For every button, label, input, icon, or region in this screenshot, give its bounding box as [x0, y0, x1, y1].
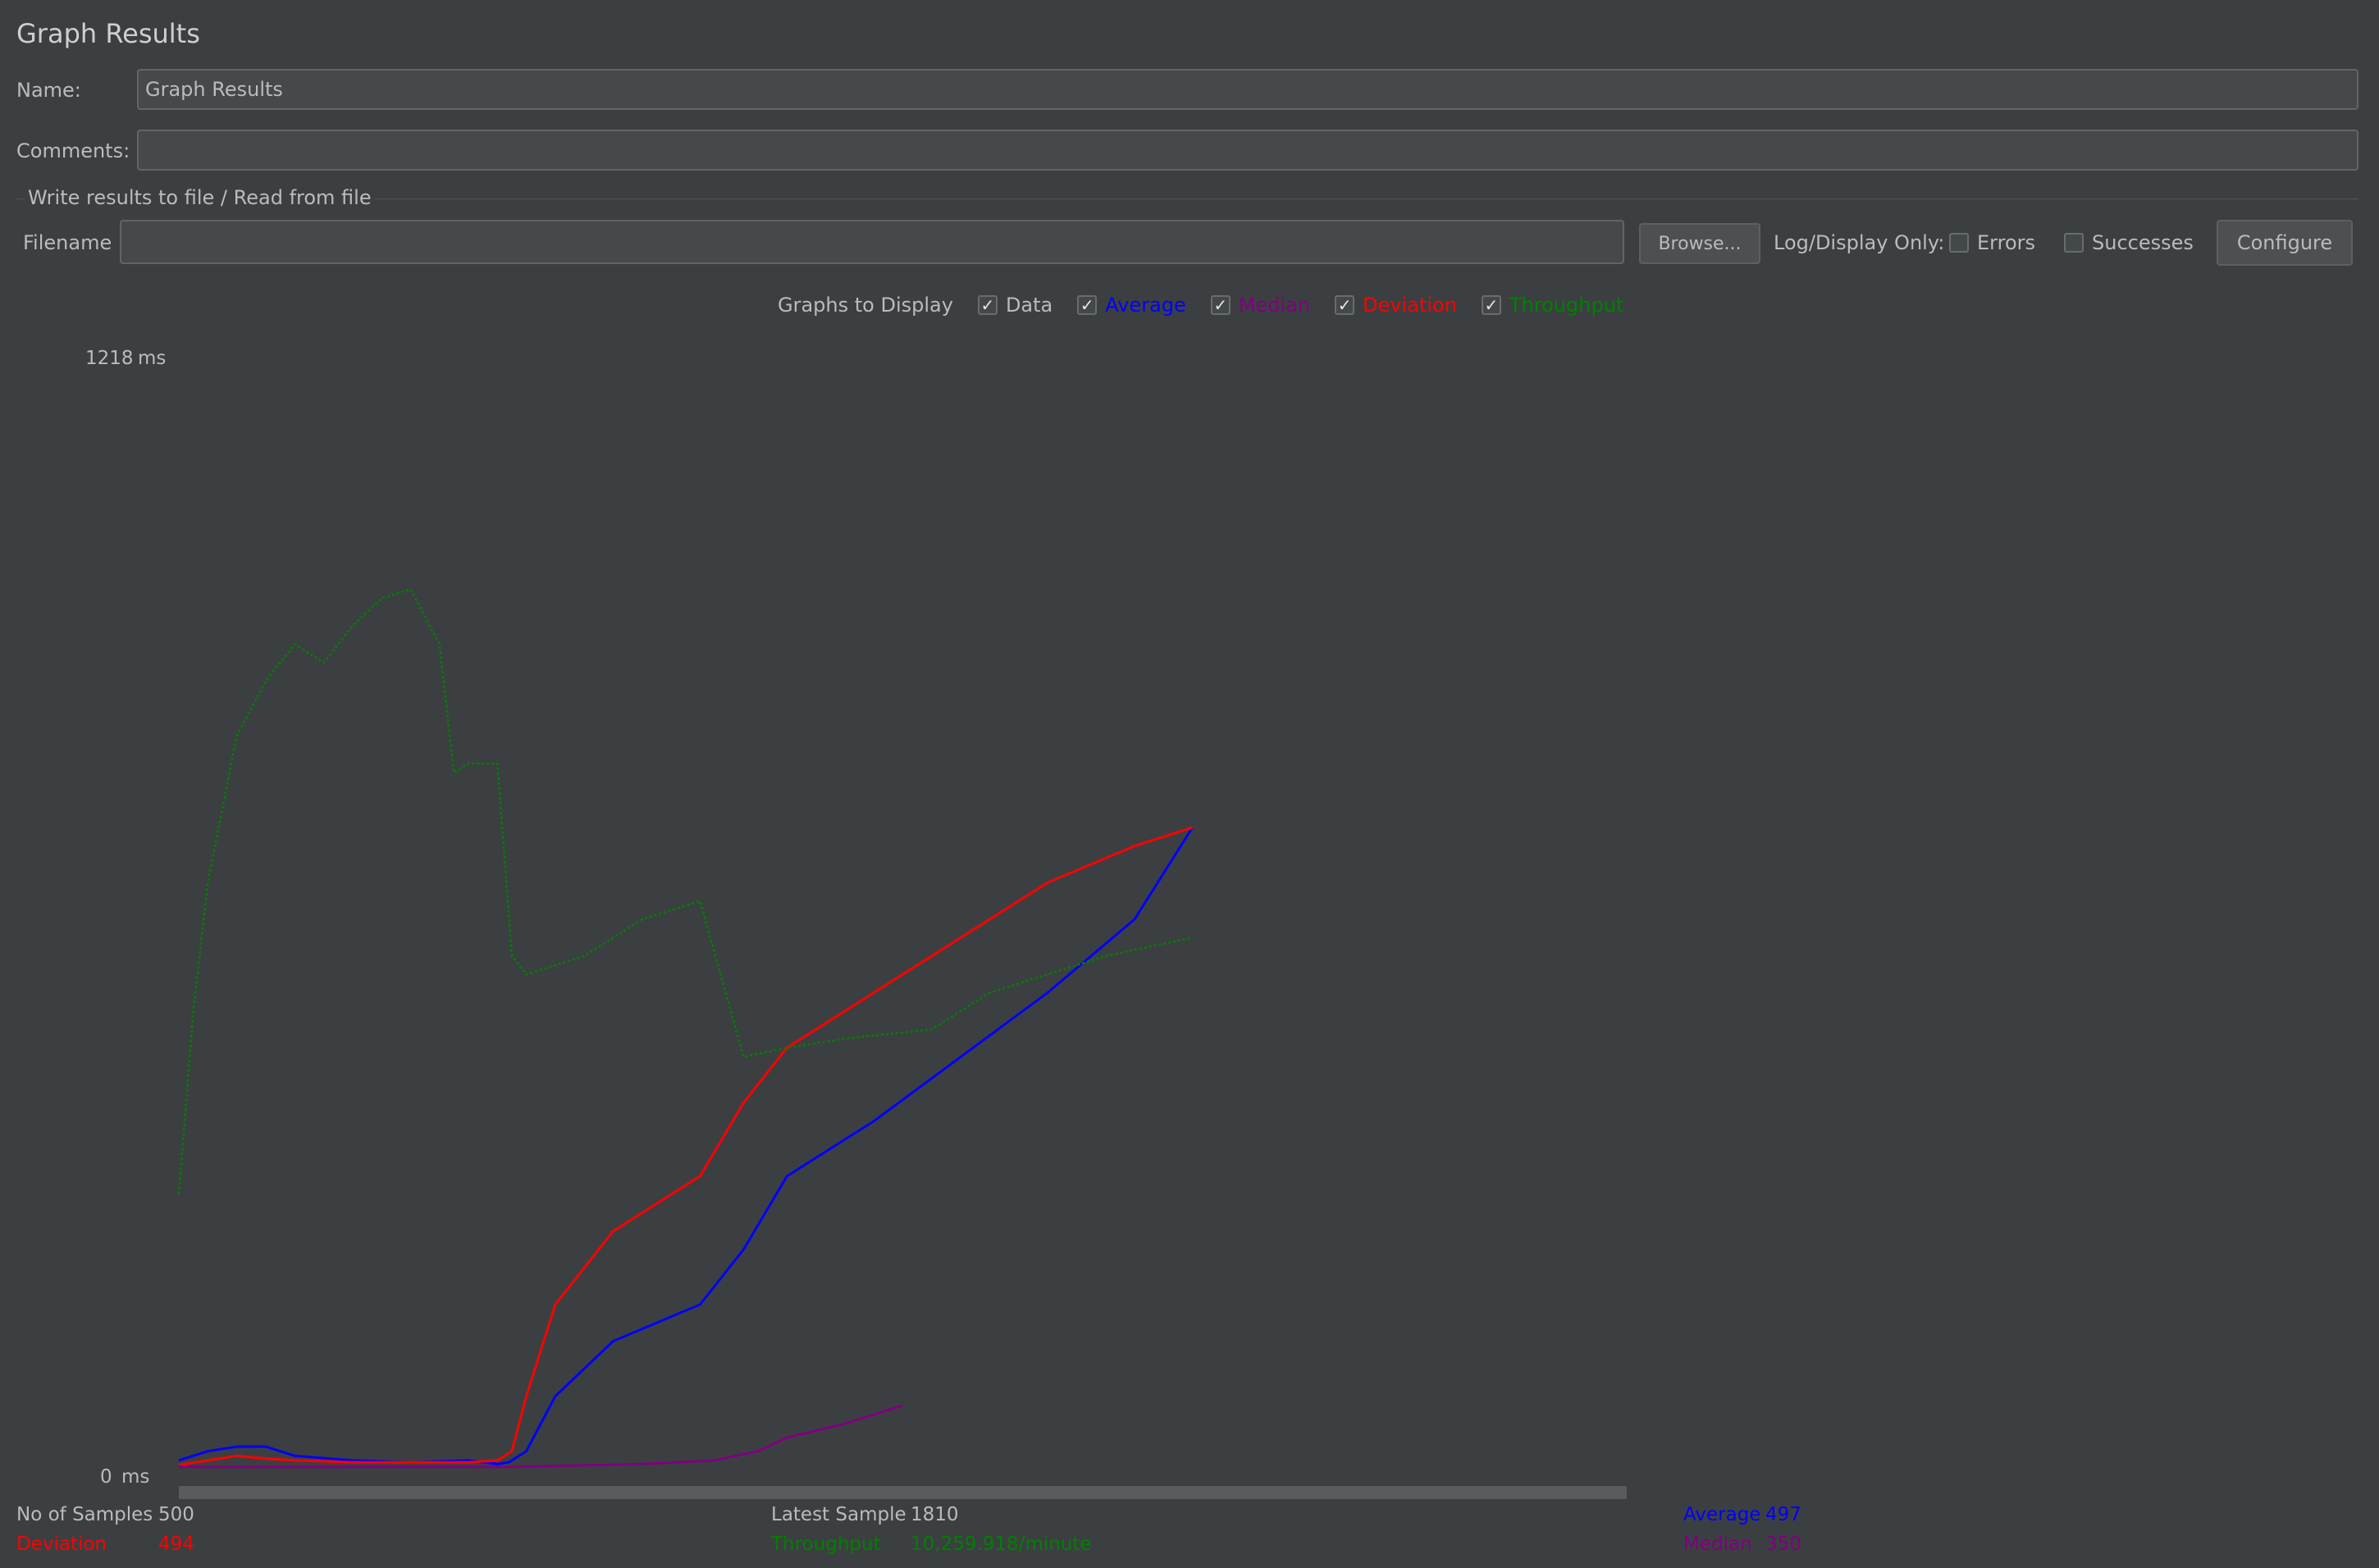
graph-toggle-throughput[interactable]: ✓ Throughput [1481, 294, 1624, 317]
browse-button[interactable]: Browse... [1639, 223, 1760, 264]
graph-toggle-median[interactable]: ✓ Median [1210, 294, 1311, 317]
y-max-label: 1218 [85, 348, 134, 369]
average-stat-label: Average [1683, 1504, 1761, 1525]
median-toggle-label: Median [1238, 294, 1311, 317]
deviation-stat-label: Deviation [16, 1534, 107, 1555]
y-max-unit: ms [138, 348, 167, 369]
comments-input[interactable] [137, 130, 2358, 171]
average-stat-value: 497 [1765, 1504, 1801, 1525]
log-display-label: Log/Display Only: [1774, 231, 1945, 254]
samples-label: No of Samples [16, 1504, 153, 1525]
successes-label: Successes [2092, 231, 2194, 254]
latest-sample-value: 1810 [911, 1504, 959, 1525]
series-line-deviation [178, 826, 1193, 1466]
average-checkbox[interactable]: ✓ [1077, 295, 1098, 315]
name-label: Name: [16, 79, 81, 102]
samples-value: 500 [158, 1504, 194, 1525]
panel-title: Graph Results [16, 18, 200, 49]
deviation-toggle-label: Deviation [1363, 294, 1457, 317]
deviation-checkbox[interactable]: ✓ [1335, 295, 1355, 315]
graph-canvas [177, 587, 1194, 1469]
graph-toggle-average[interactable]: ✓ Average [1077, 294, 1186, 317]
throughput-checkbox[interactable]: ✓ [1481, 295, 1501, 315]
configure-button[interactable]: Configure [2217, 220, 2353, 266]
y-min-label: 0 [100, 1466, 112, 1488]
throughput-stat-value: 10,259.918/minute [911, 1534, 1092, 1555]
throughput-stat-label: Throughput [771, 1534, 881, 1555]
graphs-to-display-row: Graphs to Display ✓ Data ✓ Average ✓ Med… [778, 294, 1623, 317]
filename-input[interactable] [120, 220, 1624, 264]
data-checkbox[interactable]: ✓ [977, 295, 998, 315]
series-line-average [178, 827, 1194, 1465]
file-section-title: Write results to file / Read from file [25, 186, 375, 209]
successes-checkbox[interactable] [2064, 233, 2084, 253]
graphs-to-display-label: Graphs to Display [778, 294, 953, 317]
average-toggle-label: Average [1105, 294, 1186, 317]
median-checkbox[interactable]: ✓ [1210, 295, 1231, 315]
successes-checkbox-row[interactable]: Successes [2064, 231, 2194, 254]
errors-checkbox[interactable] [1949, 233, 1969, 253]
file-section-border [16, 198, 2358, 199]
deviation-stat-value: 494 [158, 1534, 194, 1555]
throughput-toggle-label: Throughput [1509, 294, 1624, 317]
graph-scrollbar[interactable] [179, 1486, 1627, 1499]
latest-sample-label: Latest Sample [771, 1504, 906, 1525]
y-min-unit: ms [121, 1466, 150, 1488]
graph-toggle-deviation[interactable]: ✓ Deviation [1335, 294, 1457, 317]
graph-toggle-data[interactable]: ✓ Data [977, 294, 1053, 317]
median-stat-value: 350 [1765, 1534, 1801, 1555]
data-toggle-label: Data [1005, 294, 1053, 317]
comments-label: Comments: [16, 139, 130, 162]
errors-checkbox-row[interactable]: Errors [1949, 231, 2035, 254]
filename-label: Filename [23, 231, 112, 254]
median-stat-label: Median [1683, 1534, 1752, 1555]
series-line-median [179, 1404, 903, 1469]
name-input[interactable] [137, 69, 2358, 110]
series-line-throughput [177, 587, 1193, 1195]
errors-label: Errors [1977, 231, 2036, 254]
